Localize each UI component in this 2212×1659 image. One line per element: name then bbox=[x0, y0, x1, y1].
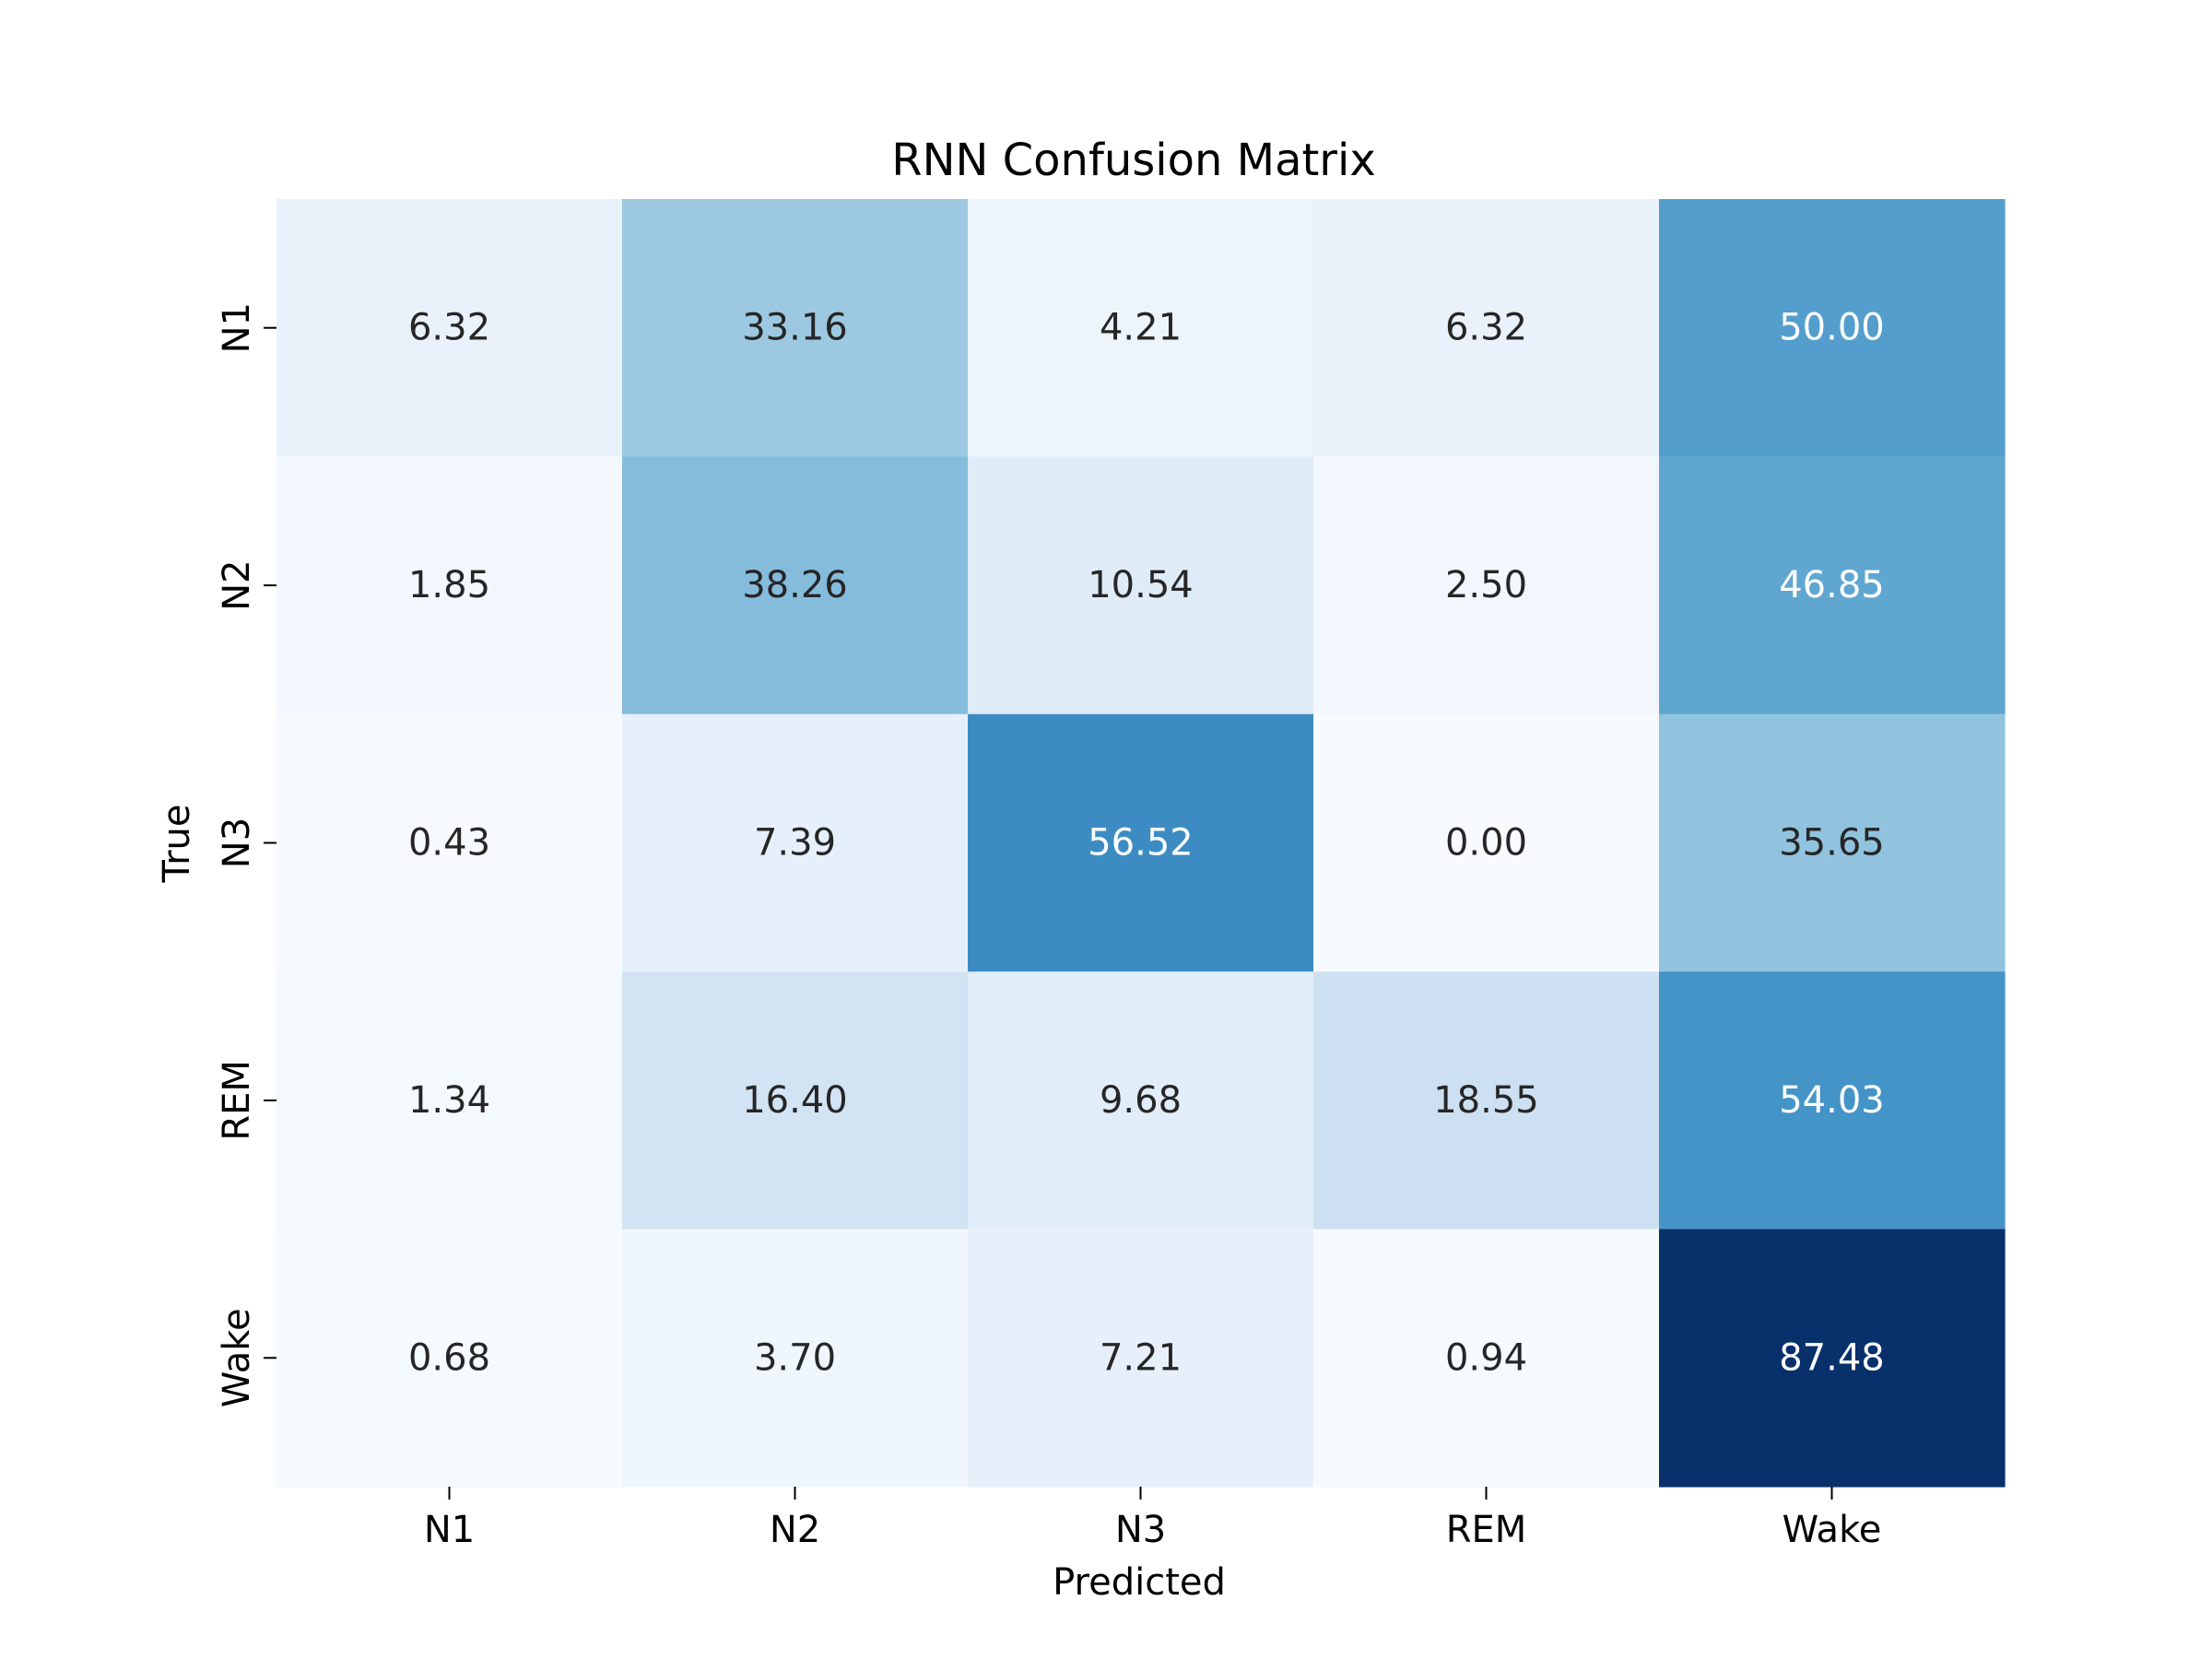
heatmap-cell bbox=[1313, 971, 1660, 1230]
x-tick-label: REM bbox=[1446, 1509, 1527, 1551]
cell-value-label: 18.55 bbox=[1433, 1079, 1539, 1122]
heatmap-cell bbox=[1659, 456, 2006, 715]
heatmap-cell bbox=[968, 971, 1314, 1230]
heatmap-cell bbox=[622, 713, 969, 972]
cell-value-label: 2.50 bbox=[1445, 564, 1527, 606]
heatmap-cell bbox=[276, 1229, 623, 1488]
heatmap-cell bbox=[622, 1229, 969, 1488]
heatmap-cell-labels: 6.32 33.16 4.21 6.32 50.00 1.85 38.26 10.54 2.50… bbox=[408, 307, 1885, 1380]
heatmap-cell bbox=[968, 199, 1314, 457]
cell-value-label: 0.43 bbox=[408, 822, 490, 865]
cell-value-label: 6.32 bbox=[1445, 307, 1527, 349]
cell-value-label: 33.16 bbox=[742, 307, 848, 349]
heatmap-cell bbox=[276, 971, 623, 1230]
cell-value-label: 56.52 bbox=[1088, 822, 1194, 865]
x-tick-label: N1 bbox=[424, 1509, 475, 1551]
x-tick-label: N3 bbox=[1115, 1509, 1166, 1551]
heatmap-cell bbox=[276, 713, 623, 972]
chart-title: RNN Confusion Matrix bbox=[891, 135, 1376, 186]
heatmap-cell bbox=[968, 713, 1314, 972]
heatmap-cell bbox=[1313, 456, 1660, 715]
cell-value-label: 0.94 bbox=[1445, 1336, 1527, 1379]
cell-value-label: 38.26 bbox=[742, 564, 848, 606]
cell-value-label: 6.32 bbox=[408, 307, 490, 349]
cell-value-label: 7.21 bbox=[1100, 1336, 1182, 1379]
y-tick-label: N1 bbox=[216, 302, 258, 353]
heatmap-cell bbox=[968, 1229, 1314, 1488]
cell-value-label: 50.00 bbox=[1779, 307, 1885, 349]
heatmap-cell bbox=[276, 456, 623, 715]
cell-value-label: 87.48 bbox=[1779, 1336, 1885, 1379]
cell-value-label: 35.65 bbox=[1779, 822, 1885, 865]
heatmap-cell bbox=[622, 971, 969, 1230]
y-tick-label: N3 bbox=[216, 818, 258, 868]
heatmap-cells bbox=[276, 199, 2006, 1488]
x-axis: N1 N2 N3 REM Wake bbox=[424, 1487, 1882, 1551]
cell-value-label: 4.21 bbox=[1100, 307, 1182, 349]
x-tick-label: N2 bbox=[770, 1509, 820, 1551]
cell-value-label: 54.03 bbox=[1779, 1079, 1885, 1122]
heatmap-cell bbox=[622, 199, 969, 457]
heatmap-cell bbox=[1313, 713, 1660, 972]
cell-value-label: 1.85 bbox=[408, 564, 490, 606]
y-tick-label: REM bbox=[216, 1060, 258, 1141]
cell-value-label: 7.39 bbox=[754, 822, 836, 865]
cell-value-label: 0.00 bbox=[1445, 822, 1527, 865]
heatmap-cell bbox=[1313, 199, 1660, 457]
heatmap-cell bbox=[1659, 199, 2006, 457]
heatmap-cell bbox=[276, 199, 623, 457]
heatmap-cell bbox=[1313, 1229, 1660, 1488]
cell-value-label: 0.68 bbox=[408, 1336, 490, 1379]
y-tick-label: Wake bbox=[216, 1308, 258, 1407]
y-tick-label: N2 bbox=[216, 559, 258, 610]
heatmap-cell bbox=[1659, 1229, 2006, 1488]
cell-value-label: 3.70 bbox=[754, 1336, 836, 1379]
cell-value-label: 46.85 bbox=[1779, 564, 1885, 606]
cell-value-label: 1.34 bbox=[408, 1079, 490, 1122]
cell-value-label: 16.40 bbox=[742, 1079, 848, 1122]
x-axis-label: Predicted bbox=[1053, 1561, 1226, 1604]
heatmap-cell bbox=[968, 456, 1314, 715]
cell-value-label: 10.54 bbox=[1088, 564, 1194, 606]
heatmap-cell bbox=[1659, 713, 2006, 972]
cell-value-label: 9.68 bbox=[1100, 1079, 1182, 1122]
y-axis-label: True bbox=[156, 805, 198, 884]
heatmap-cell bbox=[622, 456, 969, 715]
y-axis: N1 N2 N3 REM Wake bbox=[216, 302, 276, 1407]
x-tick-label: Wake bbox=[1783, 1509, 1882, 1551]
heatmap-cell bbox=[1659, 971, 2006, 1230]
